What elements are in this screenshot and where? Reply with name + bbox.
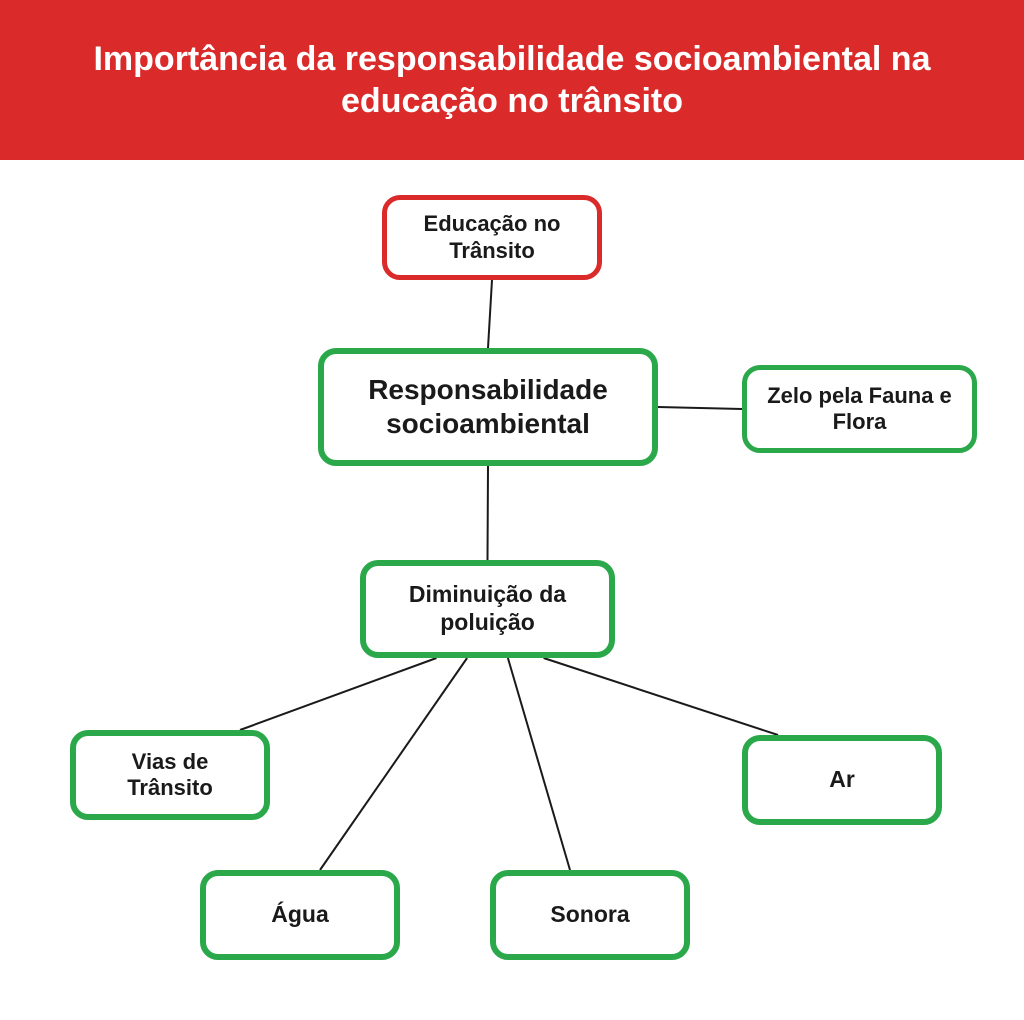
edge [544,658,778,735]
node-label: Responsabilidade socioambiental [334,373,642,440]
node-label: Vias de Trânsito [86,749,254,802]
node-sonora: Sonora [490,870,690,960]
edge [320,658,467,870]
node-educacao-transito: Educação no Trânsito [382,195,602,280]
node-diminuicao-poluicao: Diminuição da poluição [360,560,615,658]
node-responsabilidade-socioambiental: Responsabilidade socioambiental [318,348,658,466]
edge [488,466,489,560]
diagram-canvas: Educação no Trânsito Responsabilidade so… [0,160,1024,1020]
edge [658,407,742,409]
node-ar: Ar [742,735,942,825]
node-label: Educação no Trânsito [397,211,587,264]
node-label: Zelo pela Fauna e Flora [757,383,962,436]
node-vias-transito: Vias de Trânsito [70,730,270,820]
edge [240,658,437,730]
page-header: Importância da responsabilidade socioamb… [0,0,1024,160]
node-label: Água [271,901,329,929]
node-label: Sonora [550,901,629,929]
node-agua: Água [200,870,400,960]
node-label: Ar [829,766,855,794]
node-label: Diminuição da poluição [376,581,599,636]
node-zelo-fauna-flora: Zelo pela Fauna e Flora [742,365,977,453]
page-title: Importância da responsabilidade socioamb… [40,38,984,123]
edge [488,280,492,348]
edge [508,658,570,870]
